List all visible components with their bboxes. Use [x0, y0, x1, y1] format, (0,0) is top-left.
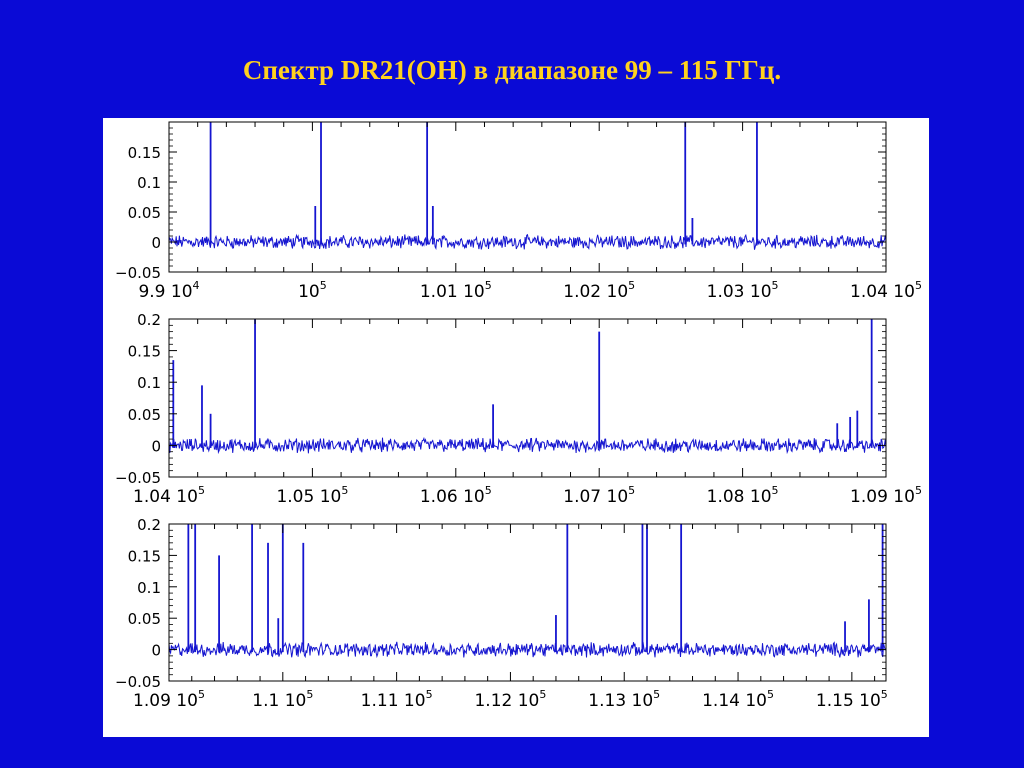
- x-tick-label: 1.1 105: [252, 688, 313, 711]
- x-tick-label: 1.08 105: [707, 484, 779, 507]
- noise-trace: [168, 233, 887, 251]
- y-tick-label: 0.15: [128, 547, 161, 565]
- y-tick-label: 0.2: [137, 311, 161, 329]
- y-tick-label: 0: [151, 642, 161, 660]
- x-tick-label: 9.9 104: [138, 279, 199, 302]
- x-tick-label: 1.04 105: [133, 484, 205, 507]
- y-tick-label: 0.05: [128, 204, 161, 222]
- x-tick-label: 1.05 105: [276, 484, 348, 507]
- x-tick-label: 1.01 105: [420, 279, 492, 302]
- x-tick-label: 1.13 105: [588, 688, 660, 711]
- y-tick-label: 0.15: [128, 343, 161, 361]
- x-tick-label: 1.12 105: [474, 688, 546, 711]
- spectrum-panel-2: 0.2 0.15 0.1 0.05 0 −0.051.04 105 1.05 105 1.06…: [115, 311, 922, 507]
- y-tick-label: 0: [151, 437, 161, 455]
- y-tick-label: 0.1: [137, 174, 161, 192]
- spectrum-panel-1: 0.15 0.1 0.05 0 −0.059.9 104 105 1.01 105 1.02 …: [115, 121, 922, 302]
- x-tick-label: 1.11 105: [361, 688, 433, 711]
- x-tick-label: 1.09 105: [133, 688, 205, 711]
- noise-trace: [168, 436, 887, 455]
- y-tick-label: 0.05: [128, 406, 161, 424]
- spectrum-svg: 0.150.10.050−0.059.9 104 105 1.01 105 1.02 …: [115, 121, 922, 711]
- noise-trace: [168, 641, 887, 659]
- x-tick-label: 1.06 105: [420, 484, 492, 507]
- plot-frame: [168, 318, 887, 478]
- x-tick-label: 1.09 105: [850, 484, 922, 507]
- plot-frame: [168, 523, 887, 682]
- y-tick-label: 0: [151, 234, 161, 252]
- x-tick-label: 1.15 105: [816, 688, 888, 711]
- y-tick-label: −0.05: [115, 264, 161, 282]
- y-tick-label: 0.1: [137, 374, 161, 392]
- x-tick-label: 1.03 105: [707, 279, 779, 302]
- x-tick-label: 1.14 105: [702, 688, 774, 711]
- spectrum-panel-3: 0.2 0.15 0.1 0.05 0 −0.051.09 105 1.1 105 1.11 …: [115, 516, 888, 711]
- y-tick-label: 0.05: [128, 610, 161, 628]
- x-tick-label: 1.04 105: [850, 279, 922, 302]
- spectrum-figure: 0.15 0.1 0.05 0 −0.05 9.9 104 105 1.01 105 1.02 …: [103, 118, 929, 737]
- y-tick-label: 0.2: [137, 516, 161, 534]
- y-tick-label: −0.05: [115, 673, 161, 691]
- y-tick-label: 0.15: [128, 144, 161, 162]
- y-tick-label: 0.1: [137, 579, 161, 597]
- slide-title: Спектр DR21(OH) в диапазоне 99 – 115 ГГц…: [242, 55, 782, 85]
- x-tick-label: 1.07 105: [563, 484, 635, 507]
- y-tick-label: −0.05: [115, 469, 161, 487]
- x-tick-label: 1.02 105: [563, 279, 635, 302]
- plot-frame: [168, 121, 887, 273]
- x-tick-label: 105: [298, 279, 327, 302]
